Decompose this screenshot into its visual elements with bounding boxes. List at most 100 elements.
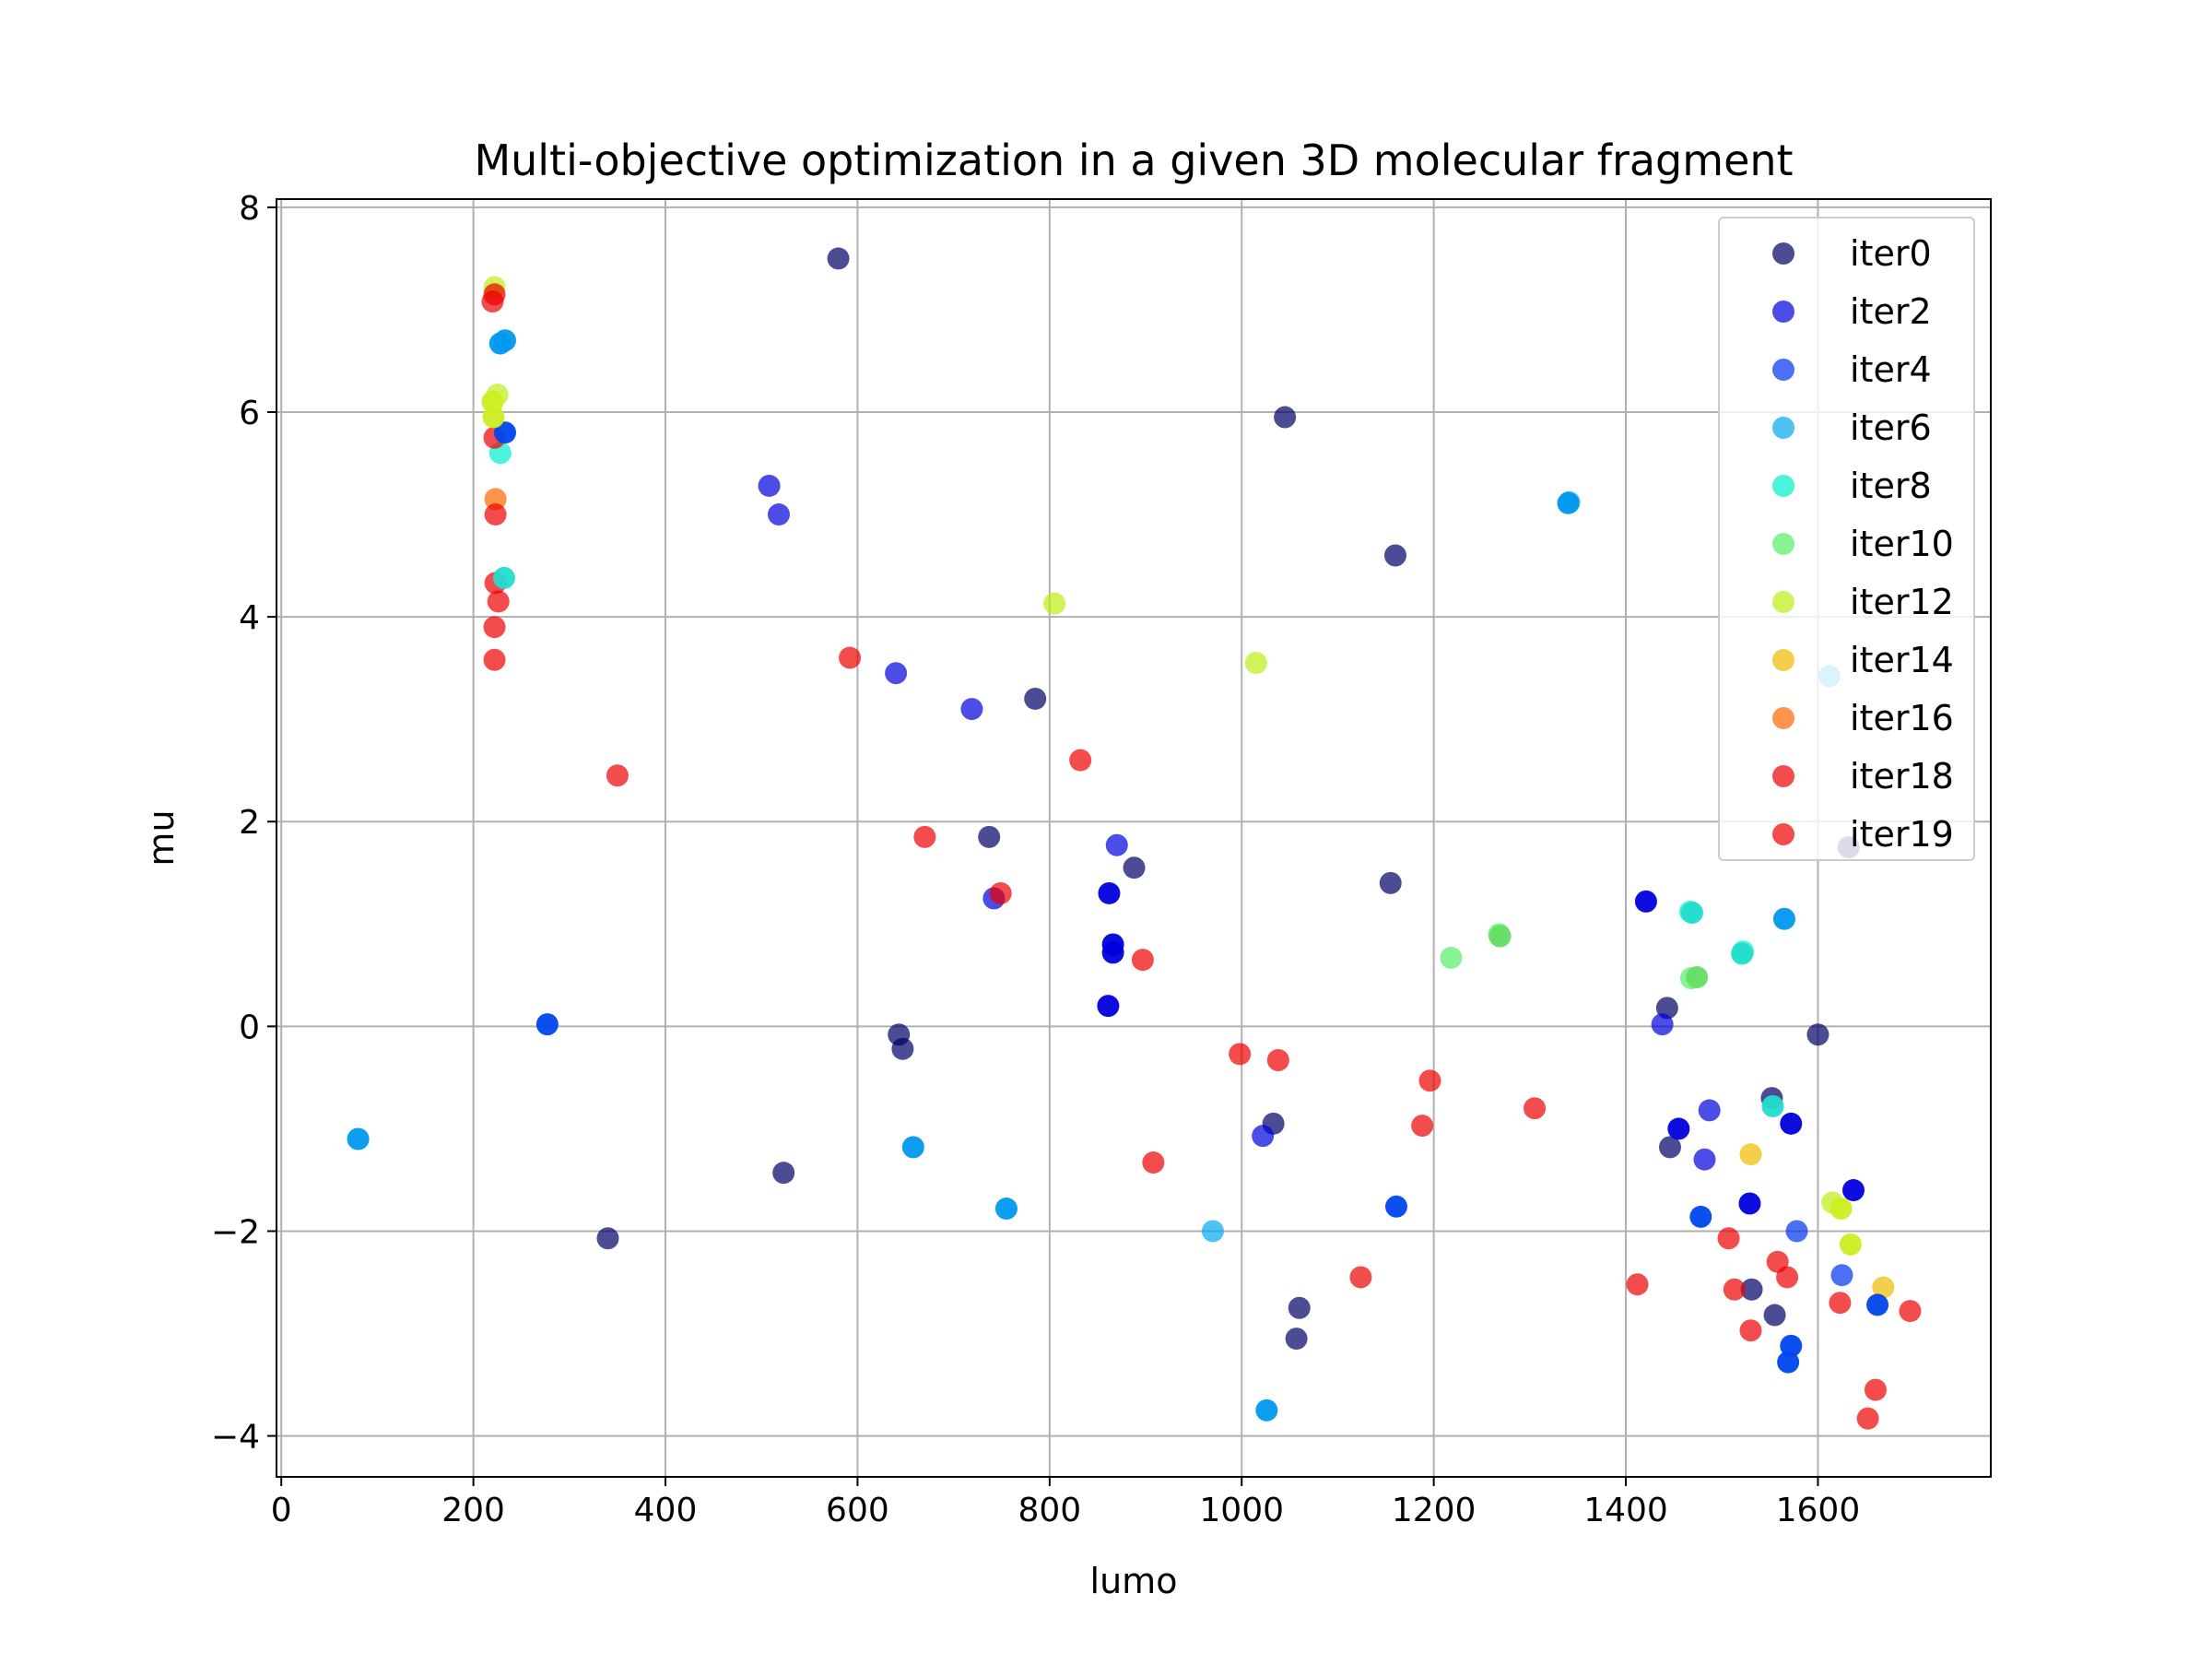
y-tick-label: 8 <box>239 190 260 228</box>
data-point <box>1740 1278 1763 1301</box>
data-point <box>1266 1048 1289 1071</box>
series-unlabeled <box>1488 925 1709 989</box>
data-point <box>1098 881 1121 904</box>
legend-label: iter19 <box>1850 814 1954 855</box>
data-point <box>994 1198 1018 1221</box>
data-point <box>1780 1112 1803 1135</box>
data-point <box>913 825 936 848</box>
series-unlabeled <box>492 566 1784 1117</box>
legend-item: iter12 <box>1772 582 1954 622</box>
data-point <box>758 474 781 497</box>
y-tick-label: 4 <box>239 599 260 637</box>
legend-label: iter18 <box>1850 756 1954 797</box>
legend-label: iter12 <box>1850 582 1954 622</box>
legend-label: iter8 <box>1850 466 1932 506</box>
plot-frame <box>276 198 1992 1478</box>
data-point <box>1899 1300 1922 1323</box>
data-point <box>494 421 516 444</box>
data-point <box>767 503 790 526</box>
data-point <box>1043 592 1066 615</box>
y-axis-label: mu <box>141 809 182 866</box>
legend-marker <box>1772 242 1794 265</box>
legend-marker <box>1772 301 1794 323</box>
x-axis-label: lumo <box>1090 1561 1178 1601</box>
legend-marker <box>1772 823 1794 845</box>
y-tick-label: 0 <box>239 1009 260 1046</box>
legend-marker <box>1772 533 1794 555</box>
series-iter4 <box>1785 1220 1853 1287</box>
series-iter19 <box>481 283 1922 1430</box>
x-tick-label: 400 <box>634 1492 698 1529</box>
data-point <box>1680 902 1703 925</box>
series-iter14 <box>1739 1143 1895 1299</box>
data-point <box>1411 1115 1434 1138</box>
data-point <box>606 764 629 787</box>
series-unlabeled <box>481 390 1862 1256</box>
data-points <box>347 247 1922 1430</box>
legend-item: iter2 <box>1772 291 1932 332</box>
x-tick-label: 1400 <box>1583 1492 1668 1529</box>
data-point <box>1651 1013 1674 1036</box>
data-point <box>1777 1351 1800 1374</box>
x-tick-label: 1600 <box>1776 1492 1861 1529</box>
data-point <box>1557 491 1580 514</box>
data-point <box>1349 1266 1372 1289</box>
legend-item: iter10 <box>1772 524 1954 564</box>
data-point <box>1839 1233 1862 1256</box>
data-point <box>1142 1151 1165 1174</box>
data-point <box>1772 907 1795 930</box>
legend-item: iter16 <box>1772 698 1954 738</box>
data-point <box>1763 1304 1786 1327</box>
legend-label: iter10 <box>1850 524 1954 564</box>
data-point <box>1384 1195 1407 1218</box>
data-point <box>1856 1407 1879 1430</box>
data-point <box>1739 1319 1762 1342</box>
data-point <box>1634 890 1657 913</box>
data-point <box>1069 749 1092 772</box>
y-tick-label: −2 <box>211 1213 260 1251</box>
data-point <box>1776 1266 1799 1289</box>
x-tick-label: 1000 <box>1199 1492 1284 1529</box>
data-point <box>901 1136 924 1159</box>
legend-item: iter0 <box>1772 233 1932 274</box>
legend-marker <box>1772 765 1794 787</box>
data-point <box>1693 1148 1716 1171</box>
legend-label: iter2 <box>1850 291 1932 332</box>
x-tick-label: 600 <box>826 1492 889 1529</box>
series-iter18 <box>483 648 1762 1342</box>
series-unlabeled <box>1097 881 1865 1215</box>
data-point <box>1830 1198 1853 1221</box>
data-point <box>1761 1094 1784 1117</box>
legend-marker <box>1772 475 1794 497</box>
data-point <box>1252 1125 1275 1148</box>
data-point <box>1667 1117 1690 1140</box>
data-point <box>1698 1099 1721 1122</box>
legend-item: iter4 <box>1772 349 1932 390</box>
legend-label: iter6 <box>1850 407 1932 448</box>
data-point <box>1723 1278 1746 1301</box>
data-point <box>1488 925 1512 948</box>
data-point <box>481 290 504 313</box>
data-point <box>1201 1220 1224 1243</box>
x-tick-label: 200 <box>441 1492 505 1529</box>
data-point <box>487 590 510 613</box>
legend-label: iter16 <box>1850 698 1954 738</box>
data-point <box>772 1162 795 1185</box>
data-point <box>484 503 507 526</box>
data-point <box>978 825 1001 848</box>
data-point <box>1524 1097 1547 1120</box>
legend-marker <box>1772 359 1794 381</box>
data-point <box>1440 946 1463 969</box>
data-point <box>1101 941 1124 964</box>
data-point <box>1689 1205 1712 1228</box>
data-point <box>1866 1293 1889 1316</box>
legend-item: iter8 <box>1772 466 1932 506</box>
legend-label: iter14 <box>1850 640 1954 680</box>
data-point <box>535 1013 559 1036</box>
data-point <box>1780 1334 1803 1357</box>
data-point <box>1686 966 1709 989</box>
x-tick-label: 1200 <box>1392 1492 1477 1529</box>
data-point <box>1229 1043 1252 1066</box>
legend-marker <box>1772 707 1794 729</box>
data-point <box>1830 1264 1853 1287</box>
